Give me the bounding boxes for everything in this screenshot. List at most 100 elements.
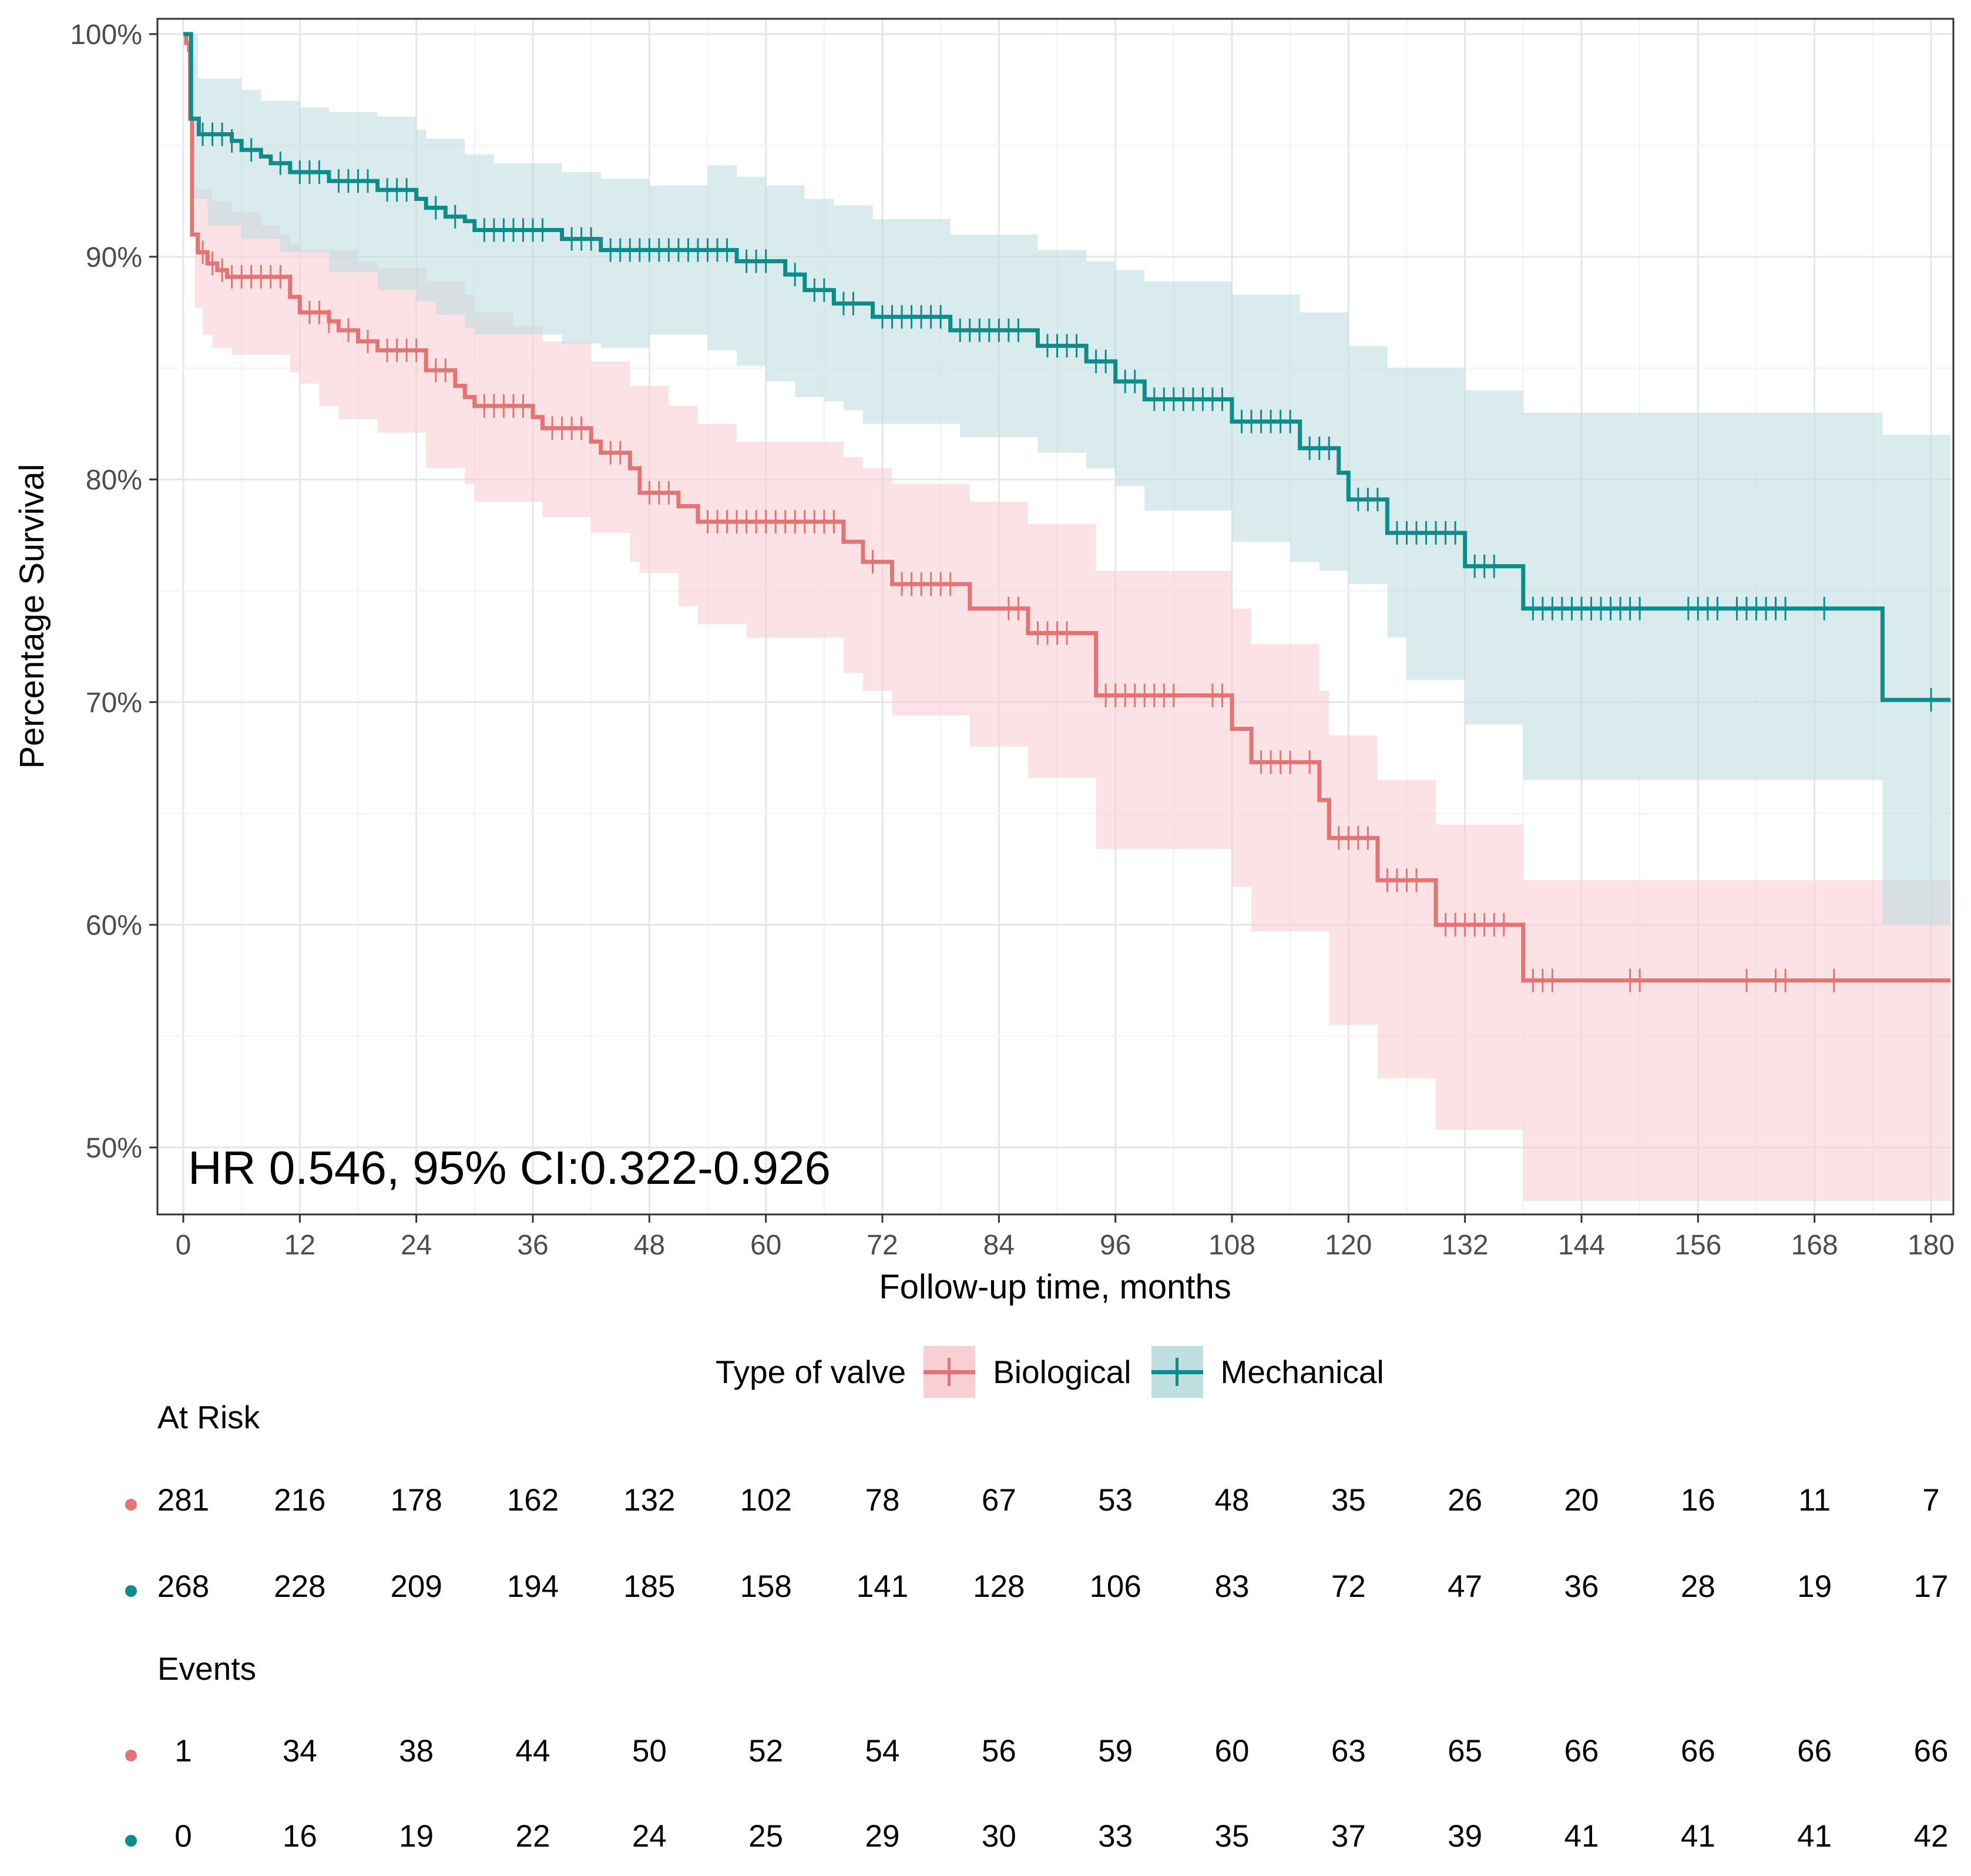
- table-cell: 178: [390, 1483, 442, 1518]
- table-cell: 20: [1564, 1483, 1599, 1518]
- row-marker-mechanical: [125, 1585, 137, 1597]
- ci-band-mechanical: [183, 34, 1951, 925]
- table-cell: 141: [856, 1569, 909, 1604]
- table-cell: 16: [1680, 1483, 1715, 1518]
- table-cell: 66: [1564, 1734, 1599, 1768]
- table-cell: 132: [623, 1483, 676, 1518]
- x-tick-label: 144: [1558, 1230, 1605, 1261]
- ci-band-biological: [183, 34, 1951, 1201]
- table-cell: 128: [973, 1569, 1025, 1604]
- y-tick-label: 80%: [86, 465, 142, 496]
- x-tick-label: 180: [1908, 1230, 1955, 1261]
- table-cell: 41: [1564, 1819, 1599, 1854]
- table-cell: 1: [174, 1734, 192, 1768]
- table-cell: 25: [748, 1819, 784, 1854]
- legend-key-mechanical: [1151, 1346, 1203, 1398]
- table-cell: 24: [632, 1819, 667, 1854]
- events-row-mechanical: 0 16 19 22 24 25 29 30 33 35 37 39 41 41 41 42: [0, 1818, 1971, 1860]
- x-tick-label: 72: [867, 1230, 898, 1261]
- row-marker-biological: [125, 1750, 137, 1761]
- survival-curve-biological: [183, 32, 1951, 983]
- table-cell: 35: [1214, 1819, 1250, 1854]
- table-cell: 50: [632, 1734, 667, 1768]
- table-cell: 35: [1331, 1483, 1366, 1518]
- table-cell: 52: [748, 1734, 784, 1768]
- table-cell: 66: [1680, 1734, 1715, 1768]
- table-cell: 268: [157, 1569, 210, 1604]
- table-cell: 65: [1448, 1734, 1483, 1768]
- table-cell: 22: [515, 1819, 550, 1854]
- x-tick-label: 36: [517, 1230, 548, 1261]
- table-cell: 162: [506, 1483, 559, 1518]
- row-marker-biological: [125, 1499, 137, 1511]
- table-cell: 56: [981, 1734, 1016, 1768]
- table-cell: 11: [1798, 1483, 1831, 1518]
- x-tick-label: 120: [1325, 1230, 1372, 1261]
- events-row-biological: 1 34 38 44 50 52 54 56 59 60 63 65 66 66 66 66: [0, 1733, 1971, 1774]
- table-cell: 83: [1214, 1569, 1250, 1604]
- plot-panel-border: [156, 18, 1955, 1216]
- table-cell: 185: [623, 1569, 676, 1604]
- table-cell: 194: [506, 1569, 559, 1604]
- table-cell: 54: [865, 1734, 900, 1768]
- table-cell: 60: [1214, 1734, 1250, 1768]
- table-cell: 281: [157, 1483, 210, 1518]
- table-cell: 72: [1331, 1569, 1366, 1604]
- x-axis-title: Follow-up time, months: [879, 1268, 1231, 1306]
- table-cell: 66: [1797, 1734, 1832, 1768]
- table-cell: 48: [1214, 1483, 1250, 1518]
- table-cell: 29: [865, 1819, 900, 1854]
- table-cell: 26: [1448, 1483, 1483, 1518]
- x-tick-label: 24: [401, 1230, 432, 1261]
- table-cell: 41: [1797, 1819, 1832, 1854]
- table-cell: 102: [740, 1483, 792, 1518]
- legend-censor-mechanical: [1175, 1358, 1178, 1386]
- table-cell: 228: [274, 1569, 326, 1604]
- x-tick-label: 156: [1674, 1230, 1721, 1261]
- at-risk-row-biological: 281 216 178 162 132 102 78 67 53 48 35 26 20 16 11 7: [0, 1482, 1971, 1523]
- table-cell: 47: [1448, 1569, 1483, 1604]
- table-cell: 42: [1913, 1819, 1949, 1854]
- y-tick-label: 90%: [86, 242, 142, 273]
- x-tick-label: 132: [1442, 1230, 1489, 1261]
- y-tick-label: 70%: [86, 687, 142, 719]
- table-cell: 209: [390, 1569, 442, 1604]
- legend-key-biological: [924, 1346, 976, 1398]
- table-cell: 38: [399, 1734, 434, 1768]
- y-tick-label: 60%: [86, 910, 142, 941]
- table-cell: 41: [1680, 1819, 1715, 1854]
- table-cell: 158: [740, 1569, 792, 1604]
- table-cell: 53: [1098, 1483, 1133, 1518]
- survival-curves: [183, 32, 1951, 983]
- hazard-ratio-annotation: HR 0.546, 95% CI:0.322-0.926: [188, 1142, 831, 1194]
- table-cell: 17: [1913, 1569, 1949, 1604]
- row-marker-mechanical: [125, 1835, 137, 1847]
- legend: Type of valve Biological Mechanical: [716, 1345, 1404, 1398]
- censor-marks: [202, 122, 1932, 992]
- table-cell: 16: [282, 1819, 317, 1854]
- x-tick-label: 84: [983, 1230, 1015, 1261]
- y-tick-label: 50%: [86, 1133, 142, 1164]
- table-cell: 44: [515, 1734, 550, 1768]
- table-cell: 36: [1564, 1569, 1599, 1604]
- table-cell: 30: [981, 1819, 1016, 1854]
- table-cell: 28: [1680, 1569, 1715, 1604]
- table-cell: 66: [1913, 1734, 1949, 1768]
- x-tick-label: 48: [634, 1230, 665, 1261]
- survival-curve-mechanical: [183, 32, 1951, 702]
- confidence-bands: [183, 34, 1951, 1201]
- legend-title: Type of valve: [716, 1354, 906, 1390]
- survival-plot: 0 12 24 36 48 60 72 84 96 108 120 132 144 156 168 180 50…: [13, 18, 1955, 1306]
- table-cell: 67: [981, 1483, 1016, 1518]
- at-risk-row-mechanical: 268 228 209 194 185 158 141 128 106 83 72 47 36 28 19 1…: [0, 1569, 1971, 1610]
- events-title: Events: [157, 1650, 257, 1687]
- legend-label-mechanical: Mechanical: [1220, 1354, 1384, 1390]
- table-cell: 106: [1089, 1569, 1141, 1604]
- x-tick-label: 0: [176, 1230, 192, 1261]
- table-cell: 0: [174, 1819, 192, 1854]
- x-tick-label: 168: [1791, 1230, 1838, 1261]
- table-cell: 59: [1098, 1734, 1133, 1768]
- table-cell: 37: [1331, 1819, 1366, 1854]
- y-axis-title: Percentage Survival: [13, 464, 51, 768]
- at-risk-title: At Risk: [157, 1399, 260, 1435]
